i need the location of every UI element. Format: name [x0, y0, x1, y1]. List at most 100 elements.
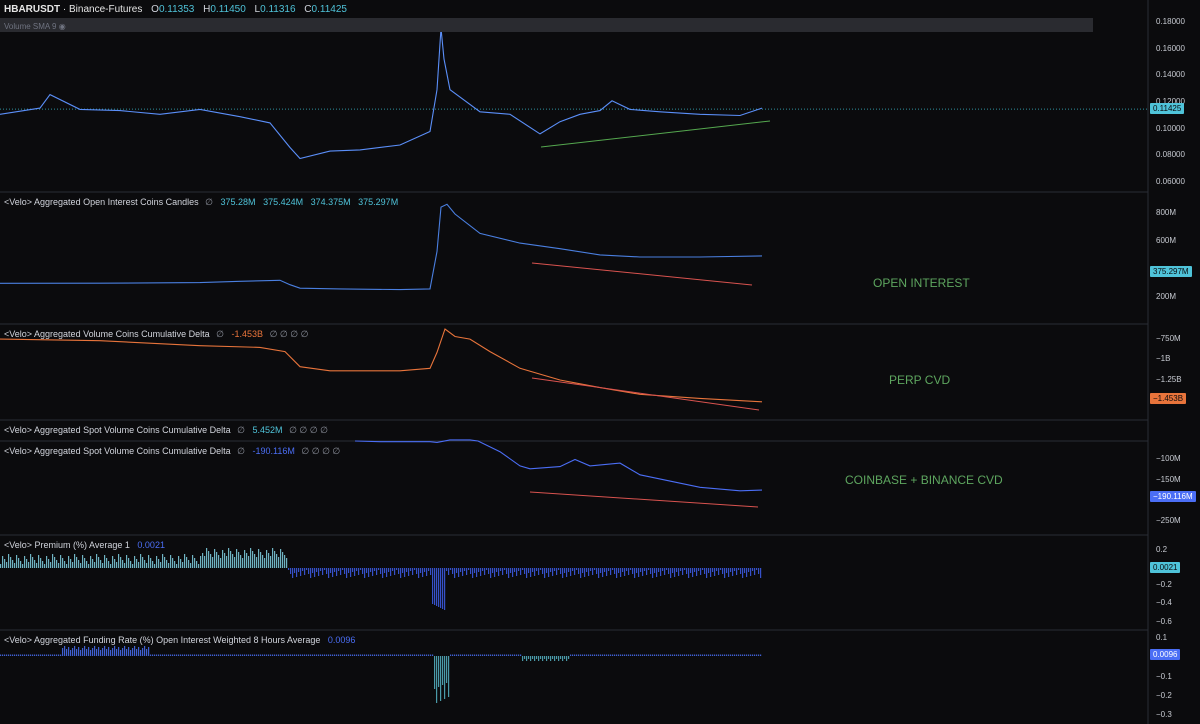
spot-cvd-legend-1[interactable]: <Velo> Aggregated Spot Volume Coins Cumu…	[4, 425, 328, 436]
premium-bar	[412, 568, 414, 575]
premium-bar	[496, 568, 498, 572]
premium-bar	[204, 556, 206, 568]
premium-bar	[348, 568, 350, 573]
premium-bar	[168, 563, 170, 568]
price-axis-tick: 0.12000	[1156, 97, 1185, 106]
premium-bar	[758, 568, 760, 574]
perp-cvd-legend[interactable]: <Velo> Aggregated Volume Coins Cumulativ…	[4, 329, 308, 340]
premium-bar	[610, 568, 612, 575]
volume-sma-legend[interactable]: Volume SMA 9 ◉	[4, 22, 66, 31]
funding-bar	[470, 654, 472, 656]
funding-bar	[374, 654, 376, 656]
funding-bar	[108, 647, 110, 656]
funding-bar	[284, 654, 286, 656]
premium-bar	[532, 568, 534, 572]
funding-bar	[400, 654, 402, 656]
premium-bar	[0, 564, 2, 568]
spot-cvd-series-line	[354, 439, 763, 492]
premium-bar	[600, 568, 602, 573]
funding-bar	[604, 654, 606, 656]
funding-bar	[118, 647, 120, 656]
premium-bar	[404, 568, 406, 577]
funding-bar	[376, 654, 378, 656]
funding-bar	[314, 654, 316, 656]
premium-bar	[382, 568, 384, 578]
premium-bar	[386, 568, 388, 577]
premium-bar	[182, 562, 184, 568]
premium-bar	[584, 568, 586, 577]
premium-bar	[674, 568, 676, 577]
premium-bar	[480, 568, 482, 576]
funding-bar	[166, 654, 168, 656]
funding-bar	[236, 654, 238, 656]
premium-bar	[324, 568, 326, 570]
premium-bar	[550, 568, 552, 572]
open-interest-annotation: OPEN INTEREST	[873, 276, 970, 290]
spot-cvd-legend-2[interactable]: <Velo> Aggregated Spot Volume Coins Cumu…	[4, 446, 340, 457]
premium-bar	[44, 564, 46, 568]
premium-bar	[618, 568, 620, 573]
funding-bar	[260, 654, 262, 656]
funding-legend[interactable]: <Velo> Aggregated Funding Rate (%) Open …	[4, 635, 355, 645]
premium-bar	[666, 568, 668, 570]
eye-icon[interactable]: ◉	[58, 22, 66, 31]
premium-bar	[494, 568, 496, 577]
premium-bar	[314, 568, 316, 577]
premium-bar	[500, 568, 502, 571]
perp-axis-tick: −750M	[1156, 334, 1181, 343]
funding-bar	[2, 654, 4, 656]
oi-legend[interactable]: <Velo> Aggregated Open Interest Coins Ca…	[4, 197, 398, 208]
premium-bar	[208, 551, 210, 568]
funding-bar	[90, 650, 92, 656]
symbol-name[interactable]: HBARUSDT	[4, 4, 61, 15]
premium-bar	[238, 552, 240, 568]
premium-bar	[680, 568, 682, 571]
premium-bar	[460, 568, 462, 572]
premium-bar	[194, 558, 196, 568]
funding-bar	[720, 654, 722, 656]
funding-bar	[630, 654, 632, 656]
premium-legend[interactable]: <Velo> Premium (%) Average 1 0.0021	[4, 540, 165, 550]
funding-bar	[704, 654, 706, 656]
premium-bar	[354, 568, 356, 576]
premium-bar	[24, 556, 26, 568]
funding-bar	[352, 654, 354, 656]
spot-cvd-2-settings: ∅	[237, 446, 246, 456]
funding-bar	[586, 654, 588, 656]
funding-bar	[548, 656, 550, 659]
funding-bar	[446, 656, 448, 683]
premium-bar	[450, 568, 452, 570]
spot-badge: −190.116M	[1150, 491, 1196, 502]
premium-bar	[664, 568, 666, 575]
premium-bar	[220, 558, 222, 568]
funding-bar	[358, 654, 360, 656]
funding-bar	[360, 654, 362, 656]
funding-bar	[96, 649, 98, 656]
premium-bar	[22, 564, 24, 568]
premium-bar	[716, 568, 718, 571]
funding-bar	[750, 654, 752, 656]
funding-bar	[730, 654, 732, 656]
premium-bar	[544, 568, 546, 578]
premium-bar	[744, 568, 746, 573]
funding-bar	[734, 654, 736, 656]
funding-bar	[258, 654, 260, 656]
premium-bar	[636, 568, 638, 573]
funding-bar	[252, 654, 254, 656]
funding-bar	[708, 654, 710, 656]
premium-bar	[712, 568, 714, 572]
perp-badge: −1.453B	[1150, 393, 1187, 404]
premium-bar	[522, 568, 524, 570]
funding-bar	[280, 654, 282, 656]
funding-bar	[486, 654, 488, 656]
premium-bar	[746, 568, 748, 577]
funding-bar	[448, 656, 450, 697]
funding-bar	[718, 654, 720, 656]
premium-bar	[340, 568, 342, 575]
funding-bar	[504, 654, 506, 656]
funding-bar	[106, 649, 108, 656]
funding-bar	[654, 654, 656, 656]
premium-bar	[558, 568, 560, 570]
funding-bar	[196, 654, 198, 656]
